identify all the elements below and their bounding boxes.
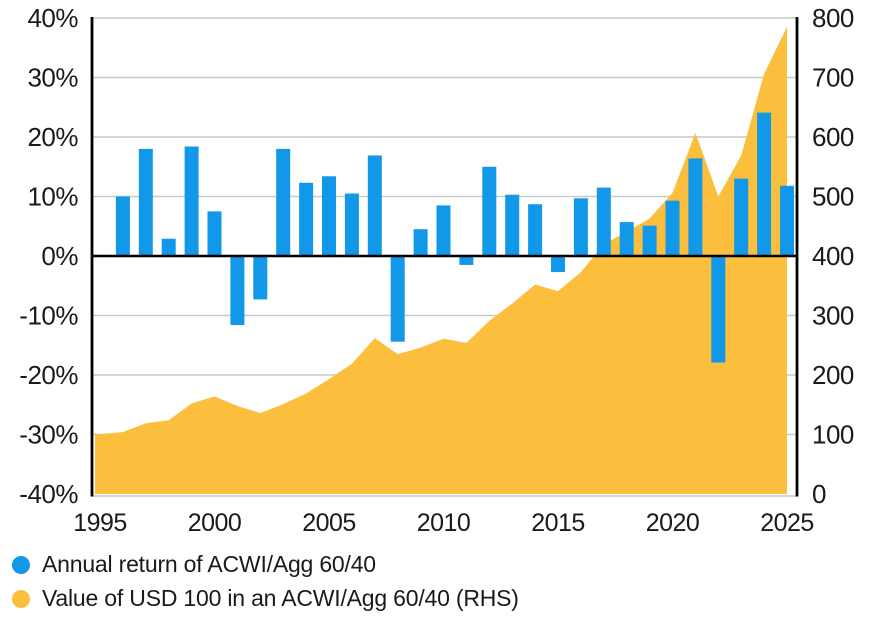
right-axis-tick: 300: [812, 301, 854, 331]
bar-2024: [757, 112, 772, 257]
legend-item-usd-value: Value of USD 100 in an ACWI/Agg 60/40 (R…: [12, 585, 519, 612]
bar-2004: [299, 182, 314, 257]
left-axis-tick: -20%: [19, 360, 78, 390]
bar-2006: [344, 193, 359, 257]
right-axis-tick: 500: [812, 182, 854, 212]
bar-2003: [276, 148, 291, 257]
x-axis-tick: 2015: [531, 509, 585, 537]
bar-2012: [482, 166, 497, 257]
bar-2025: [780, 185, 794, 257]
combo-chart: 40% 30% 20% 10% 0% -10% -20% -30% -40% 800 700 600 5…: [19, 3, 854, 537]
right-axis-tick: 700: [812, 63, 854, 93]
bar-2020: [665, 200, 680, 257]
right-axis-tick: 0: [812, 479, 826, 509]
chart-legend: Annual return of ACWI/Agg 60/40 Value of…: [12, 551, 519, 612]
legend-item-annual-return: Annual return of ACWI/Agg 60/40: [12, 551, 519, 578]
right-axis-tick: 800: [812, 3, 854, 33]
bar-1996: [115, 196, 130, 257]
left-axis-tick: -10%: [19, 301, 78, 331]
left-axis-tick: 40%: [27, 3, 78, 33]
bar-1999: [184, 146, 199, 257]
bar-2005: [322, 176, 336, 257]
left-axis-tick: -30%: [19, 420, 78, 450]
x-axis-tick: 2020: [646, 509, 700, 537]
bar-2008: [390, 256, 405, 342]
bar-2000: [207, 211, 222, 257]
bar-2017: [596, 187, 611, 257]
right-axis-tick: 600: [812, 122, 854, 152]
left-axis-tick: 20%: [27, 122, 78, 152]
bar-2016: [573, 198, 588, 257]
bar-2014: [528, 204, 543, 257]
left-axis-tick: 30%: [27, 63, 78, 93]
right-axis-tick: 400: [812, 241, 854, 271]
bar-2022: [711, 256, 726, 363]
right-axis-tick: 200: [812, 360, 854, 390]
legend-dot-orange-icon: [12, 589, 30, 608]
area-usd-value: [95, 26, 787, 495]
left-axis-tick: 10%: [27, 182, 78, 212]
right-axis-tick: 100: [812, 420, 854, 450]
bar-2009: [413, 229, 428, 257]
bar-2021: [688, 158, 703, 257]
bar-2011: [459, 256, 474, 265]
bar-2015: [551, 256, 565, 273]
bar-2018: [619, 222, 634, 257]
legend-label-usd-value: Value of USD 100 in an ACWI/Agg 60/40 (R…: [42, 585, 519, 611]
left-axis-tick: 0%: [41, 241, 78, 271]
x-axis-tick: 2005: [302, 509, 356, 537]
bar-2001: [230, 256, 245, 326]
x-axis-tick: 1995: [73, 509, 127, 537]
bar-2010: [436, 205, 451, 257]
x-axis-tick: 2010: [417, 509, 471, 537]
bar-2007: [367, 155, 382, 257]
x-axis-tick: 2000: [188, 509, 242, 537]
x-axis-tick: 2025: [760, 509, 814, 537]
bar-2013: [505, 194, 520, 257]
bar-2002: [253, 256, 268, 300]
bar-2023: [734, 178, 749, 257]
bar-2019: [642, 225, 657, 257]
bar-1998: [161, 238, 176, 257]
legend-label-annual-return: Annual return of ACWI/Agg 60/40: [42, 551, 376, 577]
left-axis-tick: -40%: [19, 479, 78, 509]
legend-dot-blue-icon: [12, 555, 30, 574]
bar-1997: [138, 148, 153, 257]
